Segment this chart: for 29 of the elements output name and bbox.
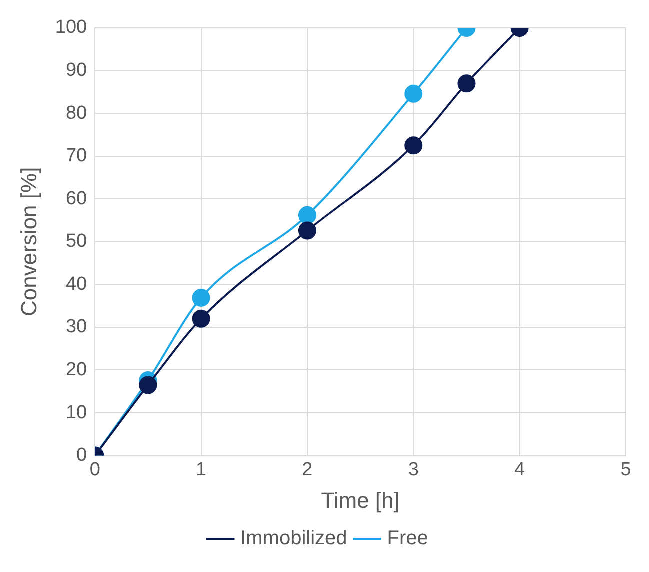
x-tick-label: 2 — [302, 459, 313, 480]
x-axis-title: Time [h] — [321, 488, 400, 513]
y-tick-label: 90 — [66, 60, 88, 82]
y-tick-label: 100 — [55, 17, 88, 38]
x-tick-label: 3 — [408, 459, 419, 480]
y-tick-label: 50 — [66, 231, 88, 252]
y-tick-label: 0 — [76, 445, 88, 466]
y-tick-label: 70 — [66, 146, 88, 167]
x-tick-label: 1 — [196, 459, 207, 480]
point — [139, 376, 158, 394]
point — [404, 136, 423, 155]
point — [298, 222, 316, 240]
y-tick-label: 20 — [66, 359, 88, 380]
legend-label: Free — [387, 528, 428, 550]
y-tick-label: 60 — [66, 188, 88, 210]
legend-label: Immobilized — [240, 528, 348, 550]
y-tick-label: 80 — [66, 102, 88, 124]
x-tick-label: 5 — [620, 459, 632, 480]
x-tick-label: 4 — [514, 459, 526, 480]
y-tick-label: 30 — [66, 316, 88, 338]
y-axis-title: Conversion [%] — [16, 167, 42, 316]
y-tick-label: 10 — [66, 402, 88, 424]
point — [458, 74, 476, 93]
point — [298, 206, 316, 224]
point — [192, 288, 210, 307]
point — [192, 310, 210, 328]
x-tick-label: 0 — [90, 459, 100, 480]
point — [404, 84, 423, 103]
y-tick-label: 40 — [66, 274, 88, 295]
